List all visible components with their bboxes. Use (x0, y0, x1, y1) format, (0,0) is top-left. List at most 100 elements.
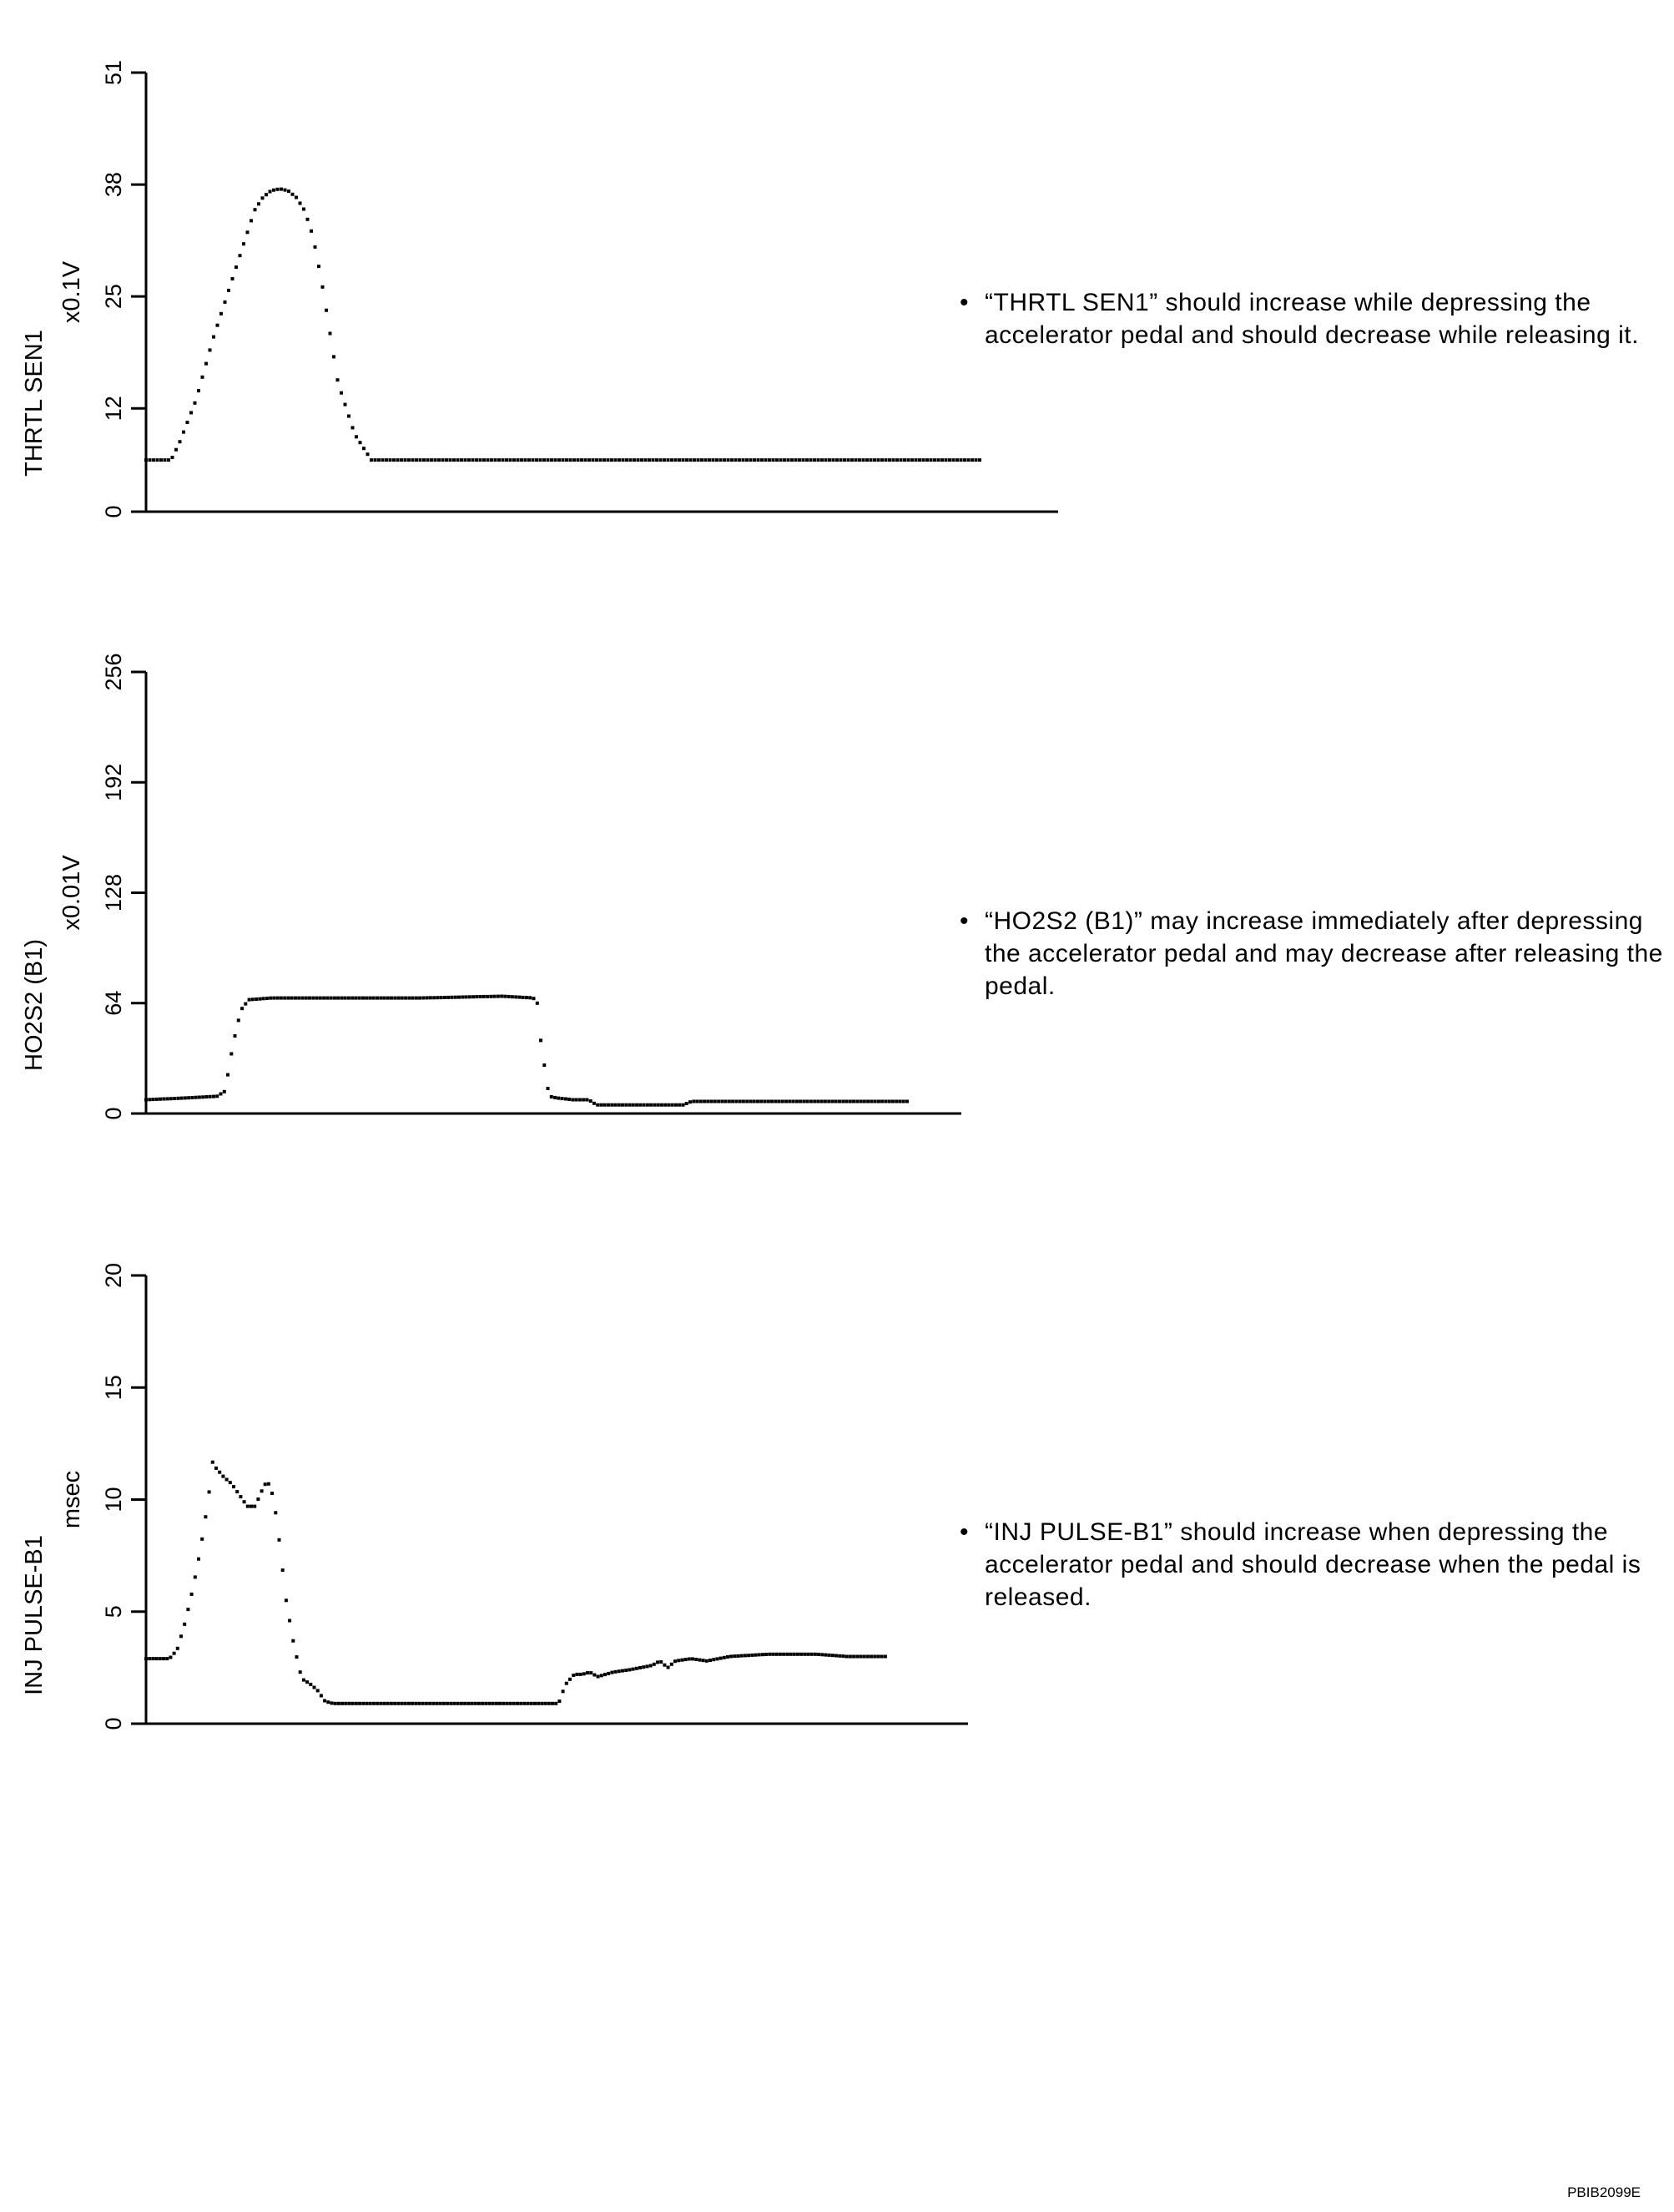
data-point (715, 458, 719, 462)
data-point (368, 996, 372, 1000)
data-point (862, 1654, 866, 1659)
data-point (473, 1701, 477, 1705)
y-tick-label: 128 (101, 874, 126, 912)
data-point (817, 1653, 821, 1656)
data-point (553, 458, 557, 462)
data-point (263, 1482, 267, 1487)
data-point (749, 458, 753, 462)
data-point (777, 1099, 781, 1103)
data-point (549, 1095, 553, 1098)
data-point (603, 458, 606, 462)
data-point (653, 1103, 657, 1107)
data-point (757, 1653, 761, 1657)
data-point (719, 458, 723, 462)
data-point (340, 1701, 345, 1705)
data-point (478, 995, 482, 998)
data-point (422, 458, 426, 462)
data-point (219, 1092, 223, 1096)
data-point (309, 1682, 313, 1686)
data-point (929, 458, 933, 462)
data-point (453, 995, 457, 999)
data-point (274, 1511, 278, 1515)
data-point (450, 995, 454, 999)
data-point (638, 1103, 643, 1107)
data-point (888, 458, 891, 462)
data-point (687, 1657, 691, 1661)
data-point (820, 458, 824, 462)
data-point (747, 1654, 751, 1658)
data-point (959, 458, 963, 462)
data-point (933, 458, 936, 462)
data-point (750, 1653, 754, 1657)
data-point (816, 1099, 820, 1103)
data-point (571, 1098, 575, 1102)
data-point (880, 458, 884, 462)
data-point (396, 458, 400, 462)
data-point (724, 1099, 728, 1103)
data-point (759, 1099, 764, 1103)
data-point (250, 997, 255, 1002)
data-point (162, 1657, 165, 1661)
data-point (543, 1701, 547, 1705)
data-point (557, 458, 561, 462)
data-point (467, 458, 471, 462)
data-point (741, 458, 745, 462)
data-point (498, 1701, 502, 1705)
data-point (794, 1099, 799, 1103)
data-point (828, 458, 831, 462)
data-point (393, 996, 397, 1000)
data-point (340, 996, 344, 1000)
data-point (475, 458, 478, 462)
data-point (529, 1701, 533, 1705)
data-point (452, 1701, 456, 1705)
data-point (726, 1655, 729, 1659)
y-tick-label: 38 (101, 172, 126, 197)
data-point (554, 1701, 558, 1705)
data-point (494, 1701, 498, 1705)
data-point (170, 456, 174, 459)
data-point (764, 458, 768, 462)
data-point (358, 1701, 362, 1705)
data-point (865, 1654, 870, 1659)
data-point (428, 1701, 432, 1705)
data-point (411, 1701, 415, 1705)
data-point (229, 1052, 234, 1056)
data-point (539, 1038, 542, 1043)
data-point (557, 1096, 561, 1100)
data-point (204, 1515, 208, 1519)
data-point (760, 1653, 764, 1657)
data-point (670, 458, 673, 462)
data-point (512, 1701, 516, 1705)
data-point (236, 1018, 240, 1023)
data-point (507, 994, 511, 998)
y-tick-label: 20 (101, 1263, 126, 1288)
data-point (734, 458, 738, 462)
y-axis-label: THRTL SEN1 (21, 330, 48, 477)
data-point (386, 996, 390, 1000)
data-point (635, 1103, 639, 1107)
data-point (183, 1622, 187, 1626)
data-point (144, 1657, 148, 1661)
data-point (805, 1099, 809, 1103)
data-point (148, 1657, 152, 1661)
data-point (396, 996, 401, 1000)
data-point (154, 1657, 159, 1661)
data-point (340, 391, 343, 395)
data-point (501, 458, 505, 462)
data-point (523, 458, 527, 462)
data-point (305, 217, 310, 221)
data-point (813, 1099, 817, 1103)
data-point (280, 187, 283, 191)
data-point (809, 1099, 813, 1103)
data-point (286, 996, 290, 1000)
data-point (411, 996, 415, 1000)
data-point (167, 458, 170, 462)
data-point (835, 458, 839, 462)
data-point (838, 1099, 841, 1103)
data-point (441, 1701, 446, 1705)
data-point (830, 1099, 834, 1103)
data-point (782, 1652, 786, 1656)
data-point (313, 245, 317, 249)
data-point (819, 1099, 824, 1103)
